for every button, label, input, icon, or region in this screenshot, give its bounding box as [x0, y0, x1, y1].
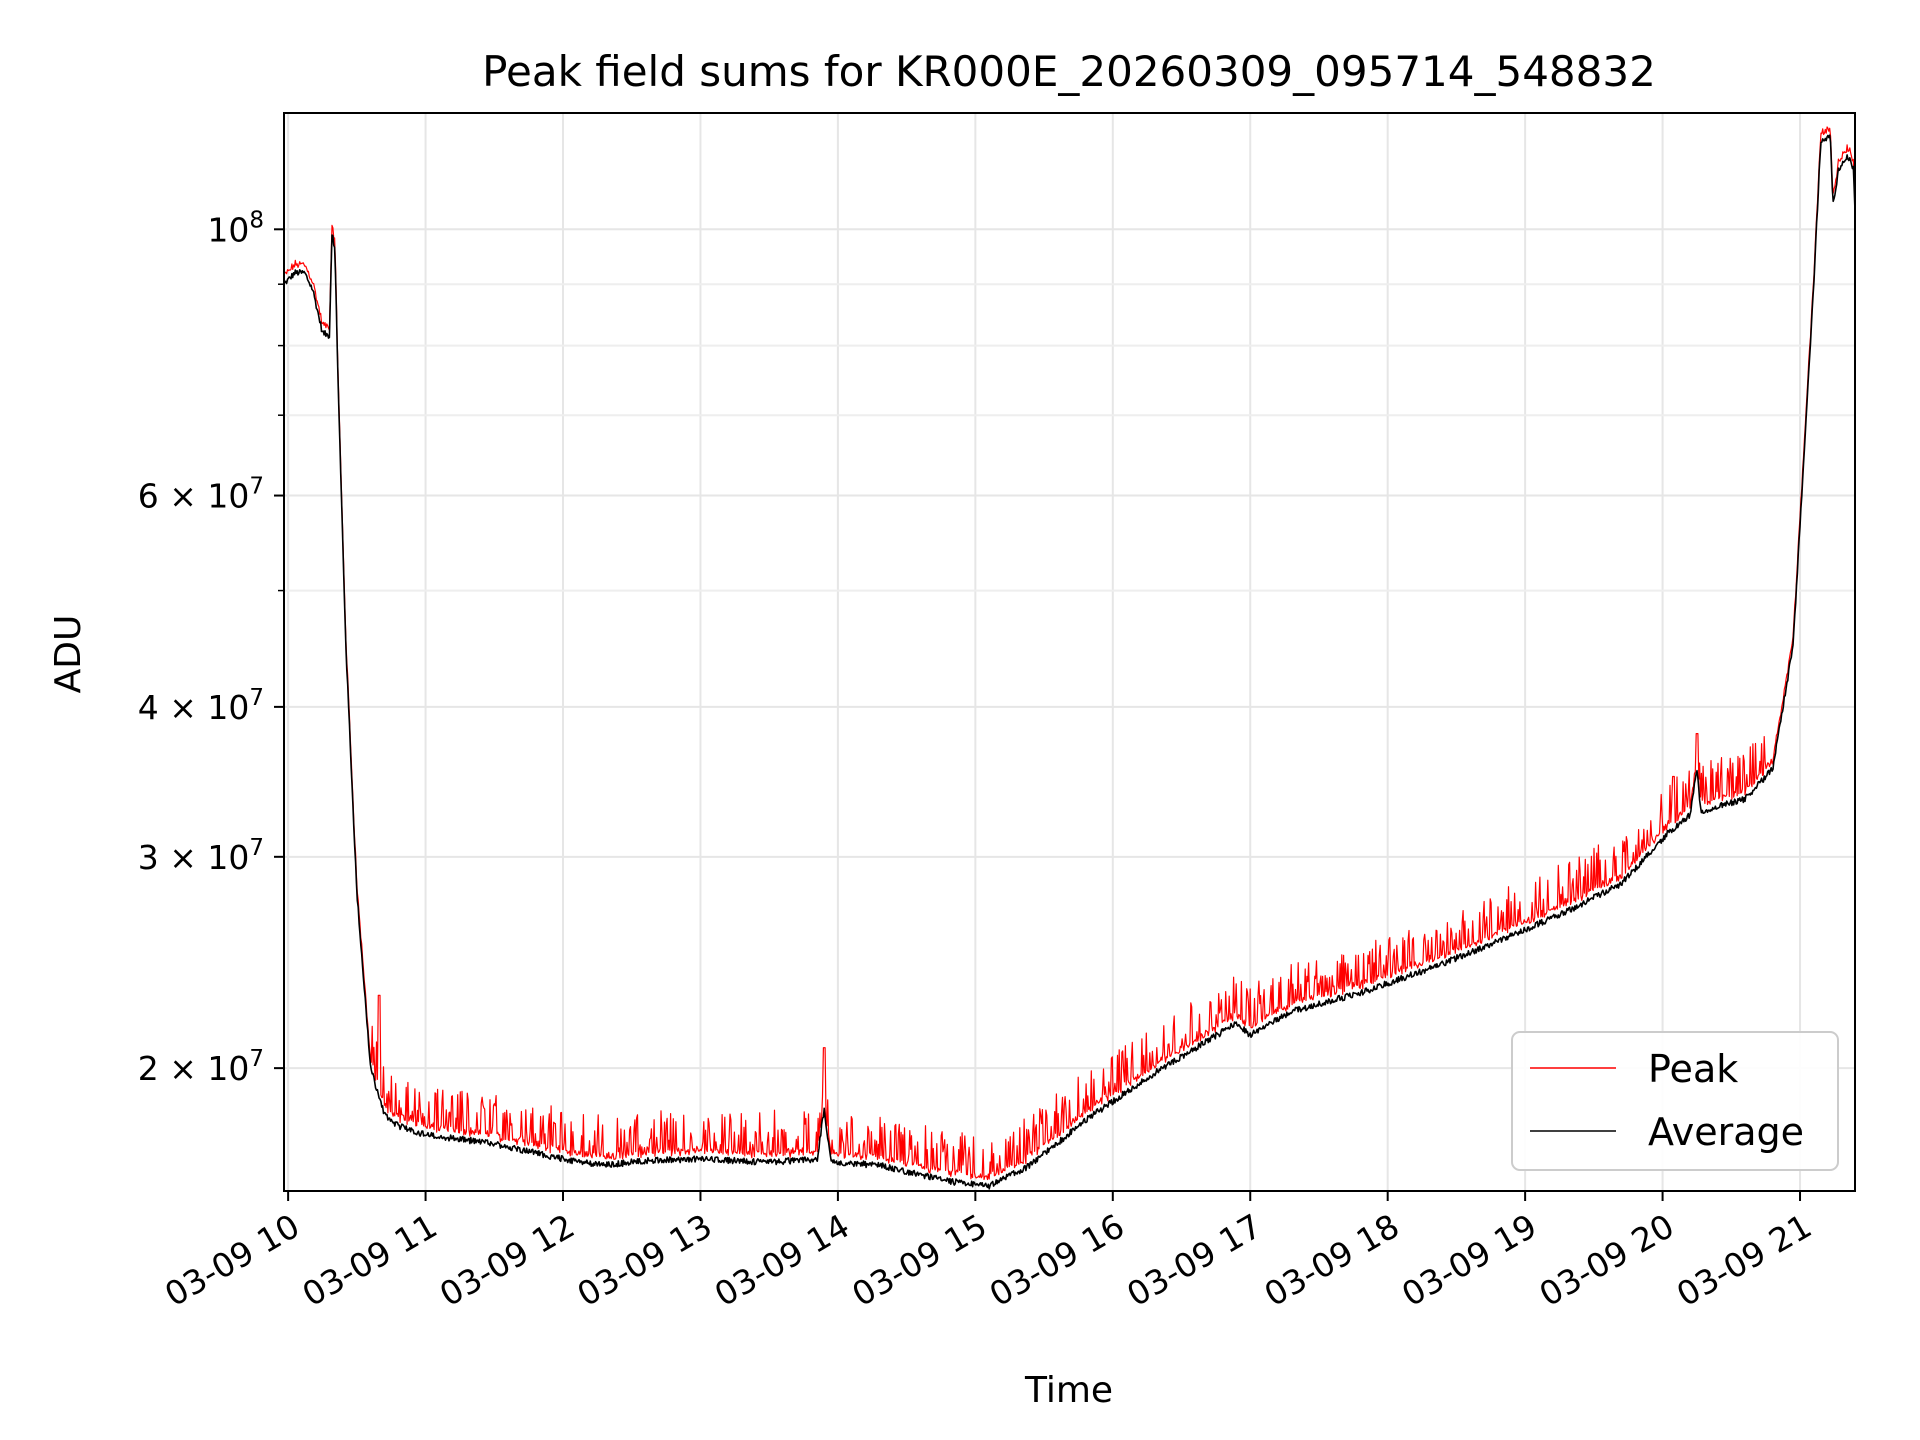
- legend-label-average: Average: [1648, 1110, 1804, 1154]
- legend-box: [1511, 1031, 1839, 1171]
- y-tick-label: 6 × 107: [138, 474, 264, 516]
- series-layer: [283, 126, 1856, 1190]
- y-axis-ticks: 108 6 × 107 4 × 107 3 × 107 2 × 107: [138, 207, 284, 1088]
- legend-label-peak: Peak: [1648, 1047, 1738, 1091]
- series-line-average: [283, 134, 1856, 1190]
- plot-frame: [283, 112, 1856, 1192]
- legend[interactable]: Peak Average: [1511, 1031, 1839, 1171]
- grid: [284, 113, 1855, 1191]
- x-axis-label: Time: [1024, 1370, 1113, 1411]
- y-tick-label: 2 × 107: [138, 1046, 264, 1088]
- chart-title: Peak field sums for KR000E_20260309_0957…: [482, 47, 1656, 96]
- series-line-peak: [283, 126, 1856, 1181]
- y-axis-label: ADU: [48, 615, 89, 694]
- y-tick-label: 108: [207, 207, 264, 249]
- y-tick-label: 4 × 107: [138, 685, 264, 727]
- y-tick-label: 3 × 107: [138, 835, 264, 877]
